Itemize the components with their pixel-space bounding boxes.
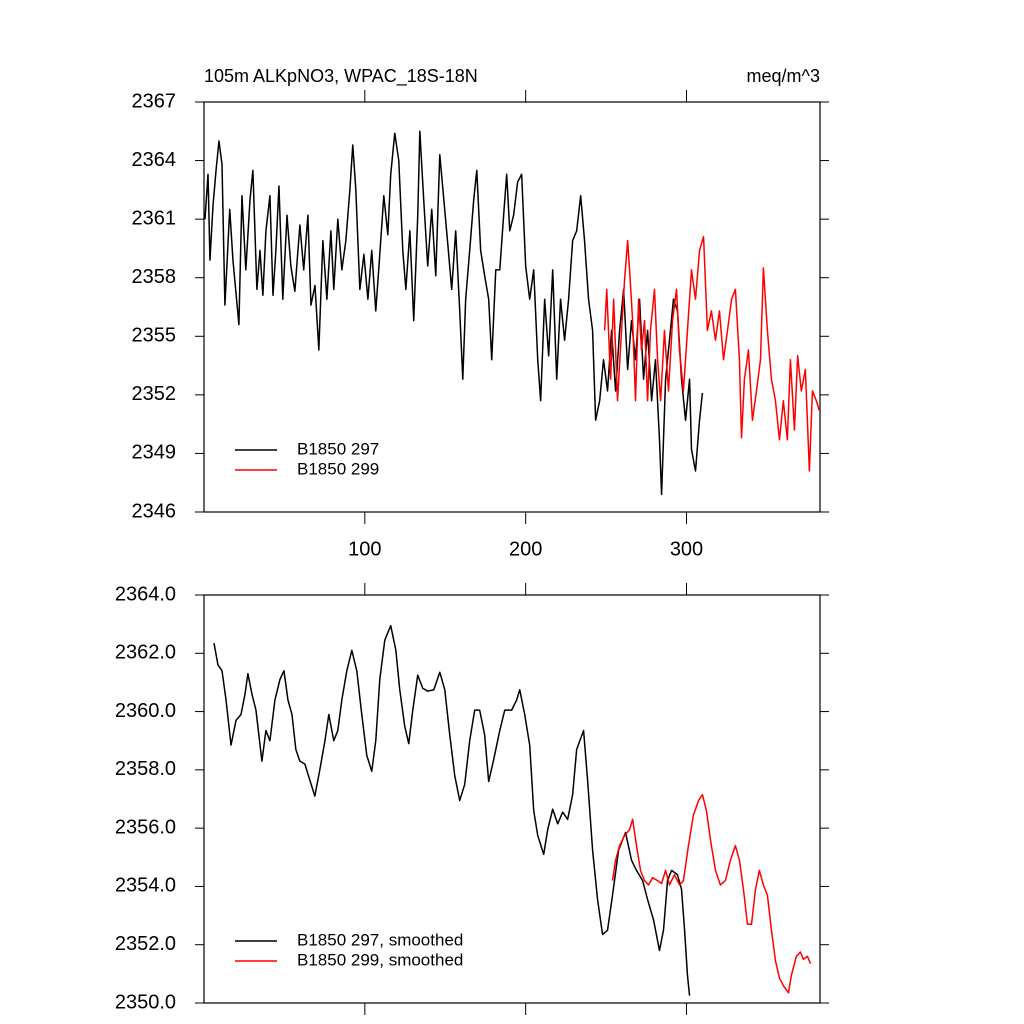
y-tick-label: 2364.0 [115, 583, 176, 605]
x-tick-label: 100 [348, 538, 381, 560]
legend-label: B1850 299, smoothed [297, 950, 463, 969]
y-tick-label: 2352 [132, 383, 177, 405]
x-tick-label: 300 [670, 538, 703, 560]
y-tick-label: 2352.0 [115, 933, 176, 955]
y-tick-label: 2354.0 [115, 875, 176, 897]
units-label: meq/m^3 [747, 66, 820, 86]
legend-label: B1850 297 [297, 439, 379, 458]
y-tick-label: 2350.0 [115, 991, 176, 1013]
y-tick-label: 2358.0 [115, 758, 176, 780]
legend-label: B1850 299 [297, 459, 379, 478]
chart-title: 105m ALKpNO3, WPAC_18S-18N [204, 66, 478, 87]
data-line [611, 793, 812, 994]
y-tick-label: 2356.0 [115, 816, 176, 838]
data-line [213, 624, 691, 996]
y-tick-label: 2355 [132, 325, 177, 347]
y-tick-label: 2360.0 [115, 700, 176, 722]
y-tick-label: 2349 [132, 442, 177, 464]
y-tick-label: 2361 [132, 207, 177, 229]
y-tick-label: 2364 [132, 149, 177, 171]
data-line [603, 235, 821, 472]
y-tick-label: 2346 [132, 500, 177, 522]
data-line [204, 130, 704, 496]
plot-frame [203, 594, 821, 1004]
y-tick-label: 2367 [132, 90, 177, 112]
y-tick-label: 2362.0 [115, 642, 176, 664]
legend-label: B1850 297, smoothed [297, 930, 463, 949]
plot-frame [203, 101, 821, 513]
x-tick-label: 200 [509, 538, 542, 560]
y-tick-label: 2358 [132, 266, 177, 288]
